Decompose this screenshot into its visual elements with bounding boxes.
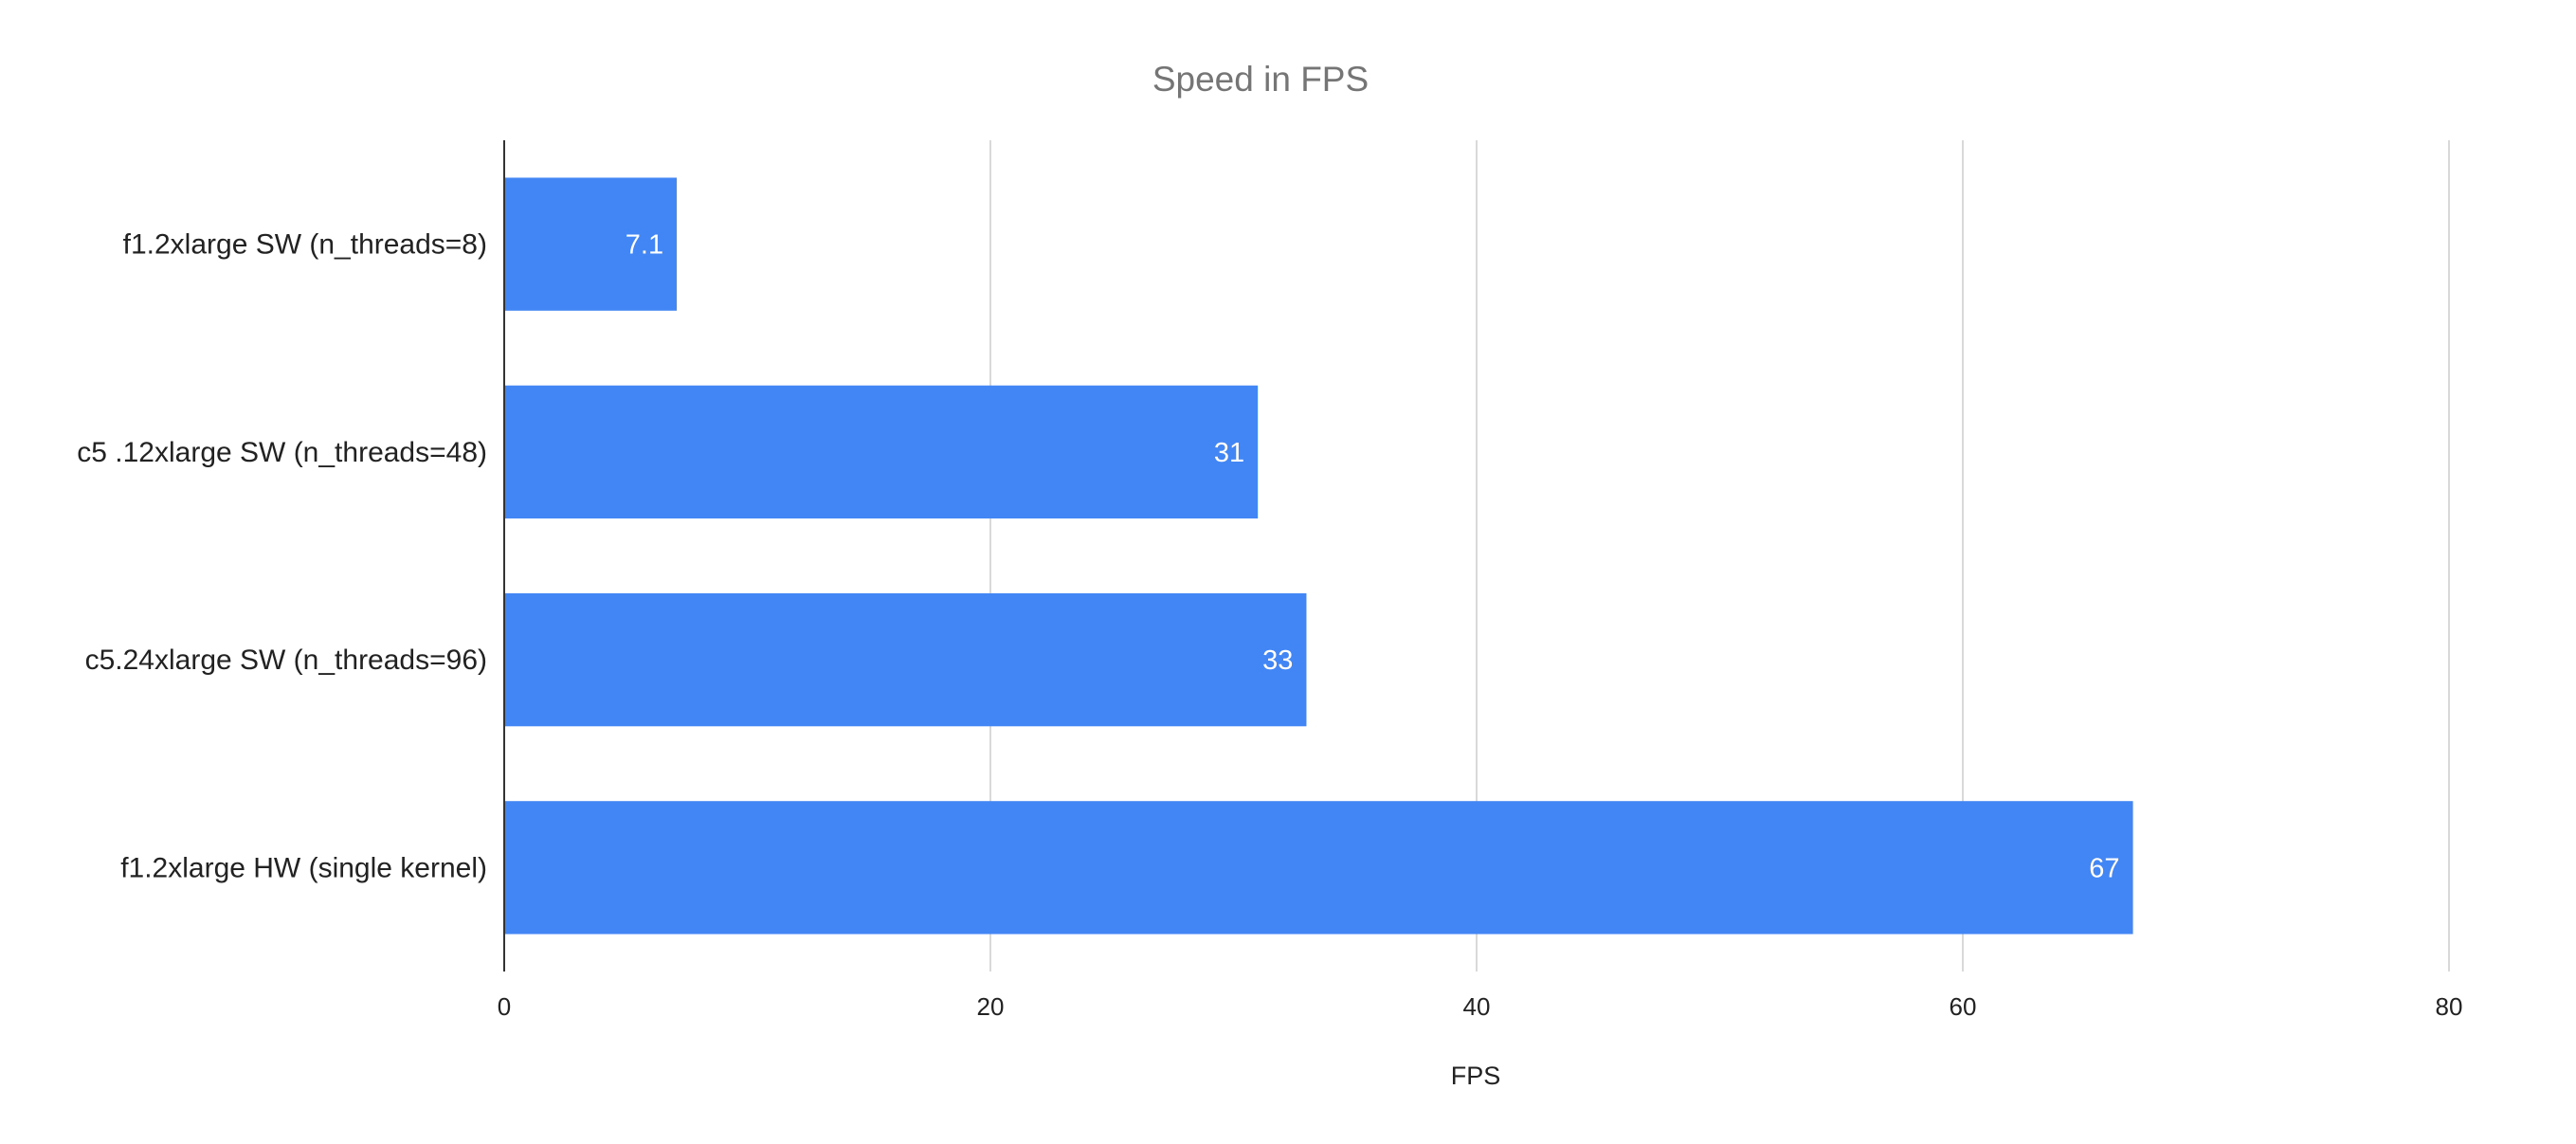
category-label: c5.24xlarge SW (n_threads=96) [85,645,487,676]
bar-value-label: 67 [2089,853,2119,883]
bar [504,177,678,311]
x-tick-label: 80 [2436,992,2463,1021]
x-tick-label: 40 [1463,992,1491,1021]
category-label: f1.2xlarge SW (n_threads=8) [123,229,487,261]
x-axis-ticks: 0 20 40 60 80 [498,992,2463,1021]
x-tick-label: 0 [498,992,511,1021]
category-label: f1.2xlarge HW (single kernel) [120,852,487,883]
bar-value-label: 33 [1262,645,1293,676]
chart-title: Speed in FPS [1152,60,1369,99]
bar [504,385,1259,519]
bar [504,592,1307,727]
x-tick-label: 20 [977,992,1005,1021]
bars: 7.1 31 33 67 [504,177,2133,935]
x-axis-title: FPS [1451,1062,1501,1090]
bar-value-label: 7.1 [626,230,663,261]
bar [504,801,2133,935]
bar-value-label: 31 [1214,438,1244,468]
x-tick-label: 60 [1950,992,1977,1021]
category-labels: f1.2xlarge SW (n_threads=8) c5 .12xlarge … [77,229,487,884]
category-label: c5 .12xlarge SW (n_threads=48) [77,437,487,468]
